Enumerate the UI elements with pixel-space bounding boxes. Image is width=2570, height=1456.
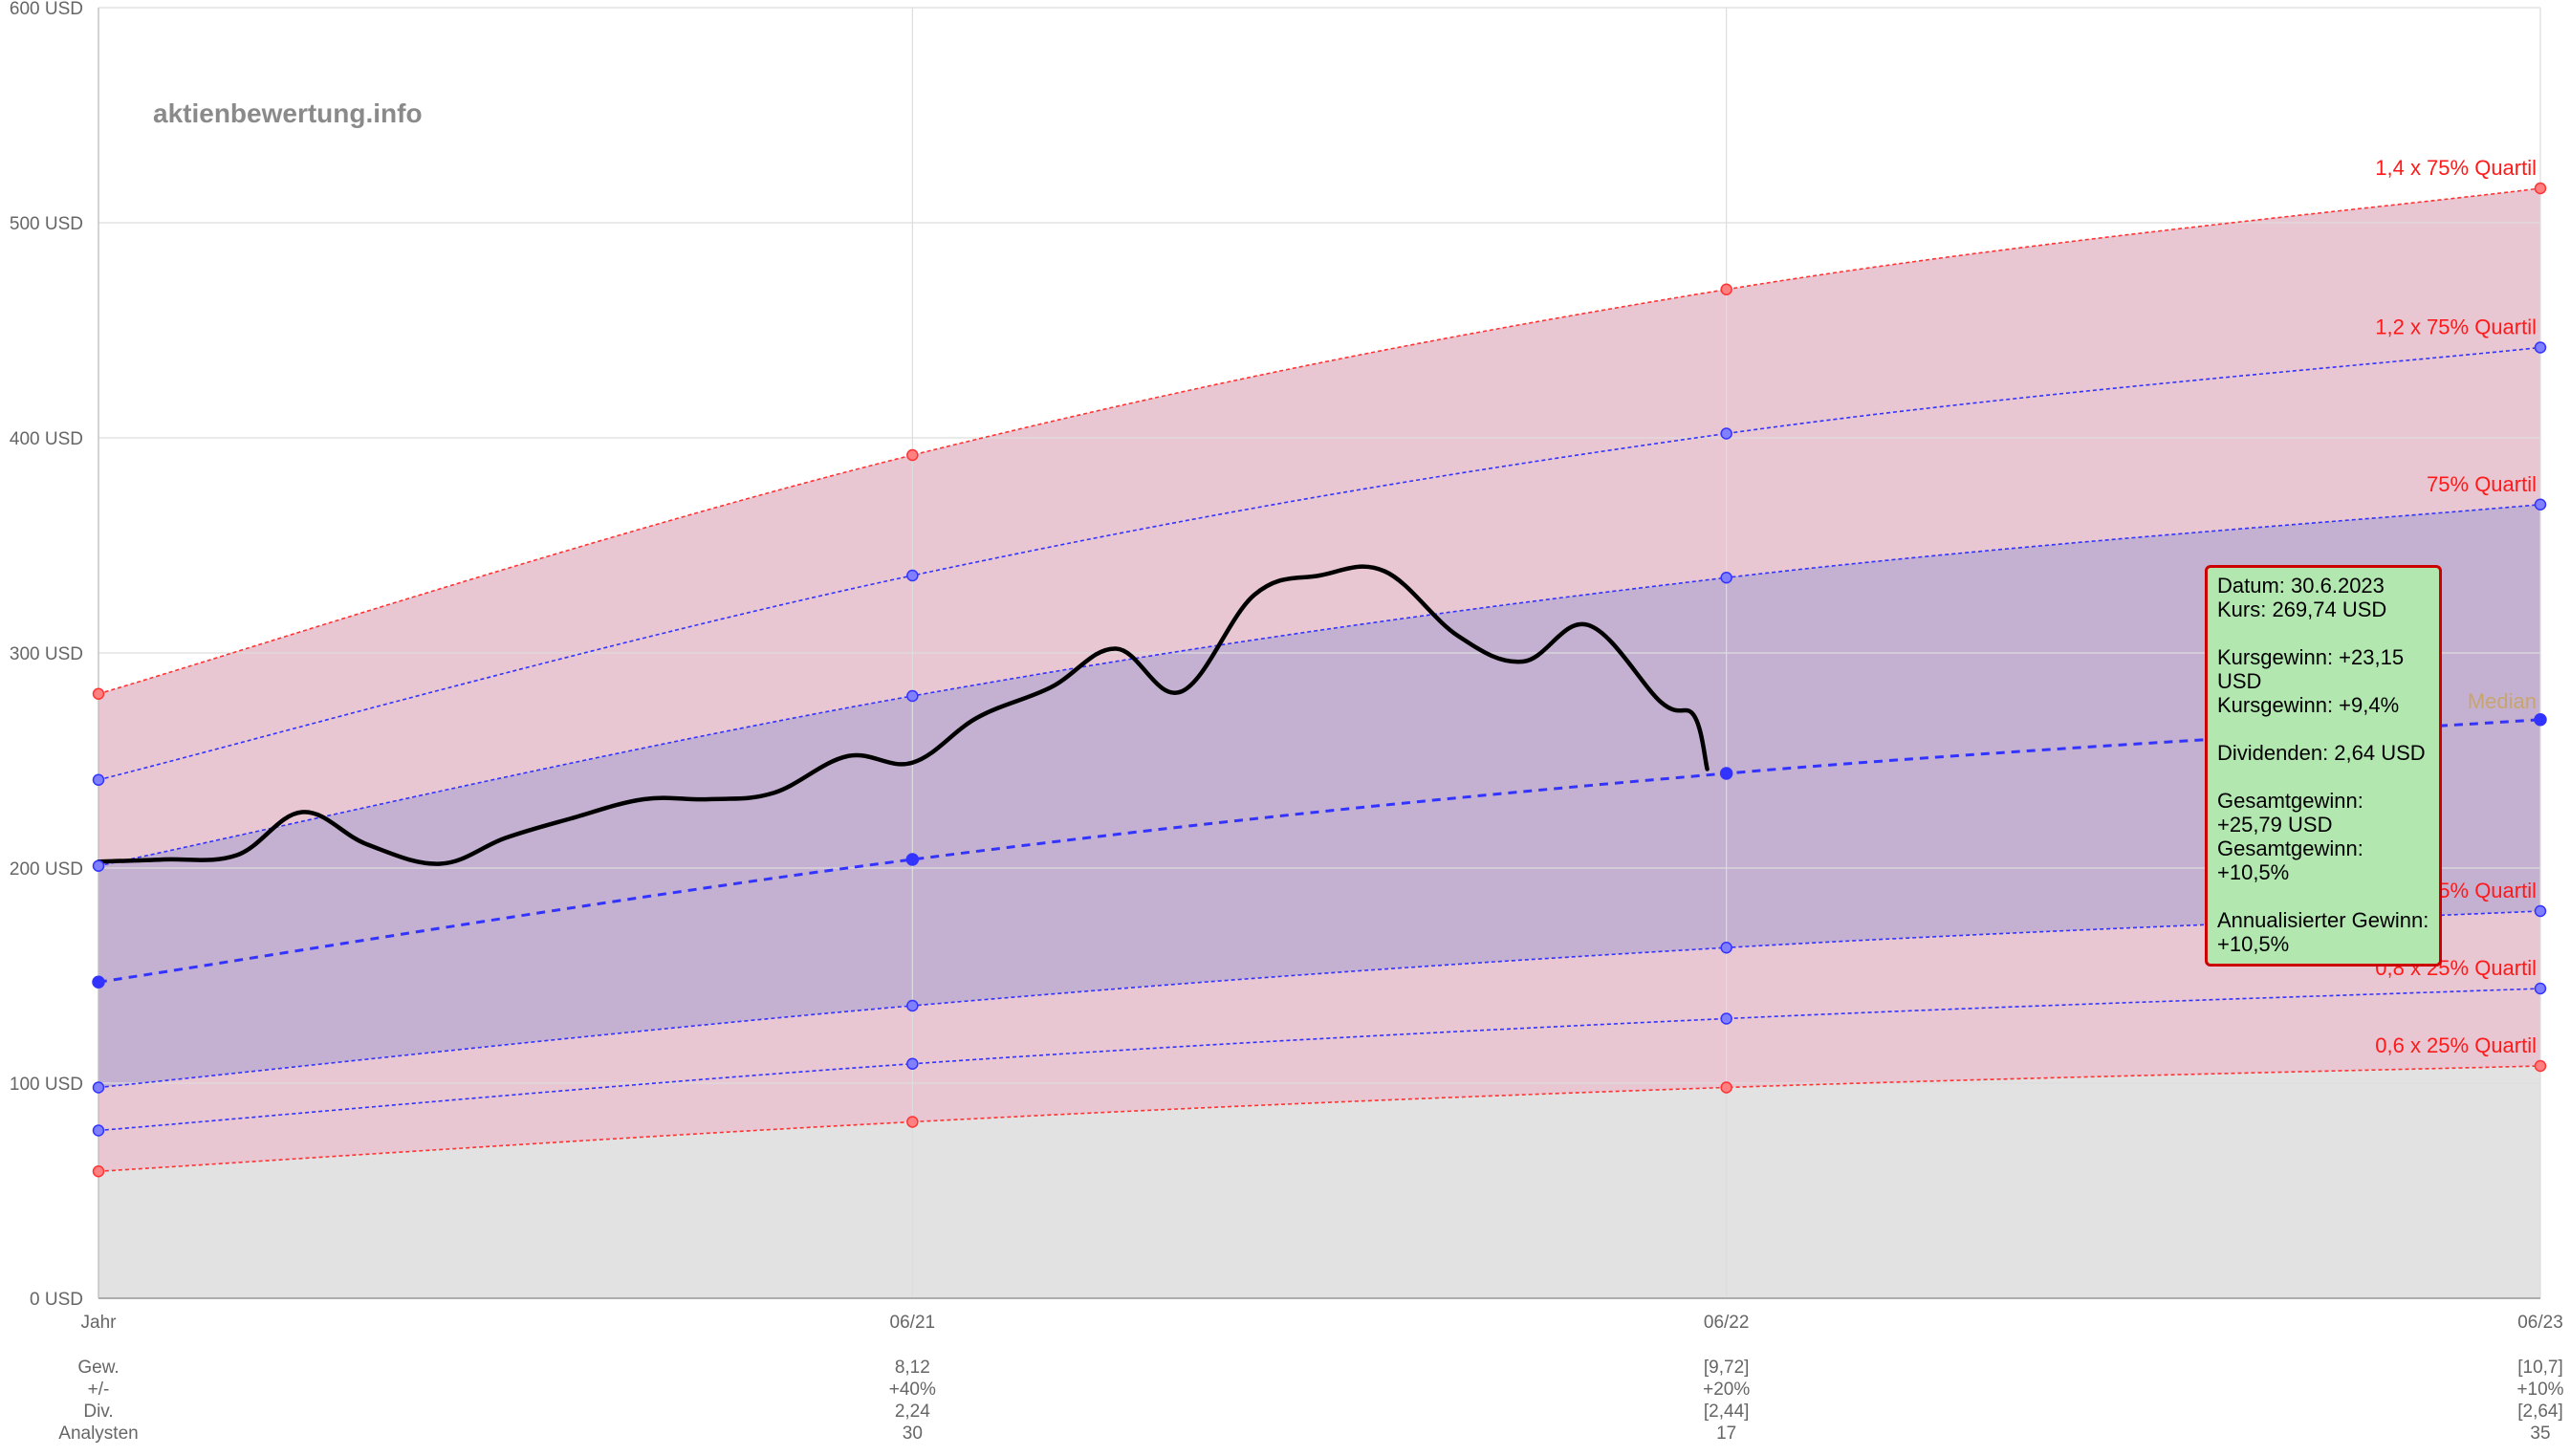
band-line [98, 187, 2541, 695]
band-point [92, 687, 105, 700]
x-tick-label: Jahr [81, 1313, 118, 1333]
band-label: 0,6 x 25% Quartil [2375, 1033, 2537, 1057]
band-point [92, 1081, 105, 1094]
tooltip-dividenden: Dividenden: 2,64 USD [2217, 741, 2426, 765]
band-point [1720, 1012, 1732, 1025]
y-tick-label: 400 USD [10, 429, 83, 449]
inner-quartile-band-area [98, 504, 2540, 1088]
band-point [1720, 572, 1732, 584]
tooltip-kursgewinn-pct: Kursgewinn: +9,4% [2217, 693, 2400, 717]
tooltip-annualisiert: Annualisierter Gewinn: +10,5% [2217, 908, 2429, 956]
table-row-label: Div. [83, 1402, 113, 1422]
band-point [92, 773, 105, 786]
table-row-label: +/- [88, 1380, 110, 1400]
y-tick-label: 200 USD [10, 859, 83, 880]
band-point [1720, 427, 1732, 440]
band-line [98, 718, 2541, 984]
band-point [906, 1057, 919, 1070]
band-point [1720, 1081, 1732, 1094]
band-point [906, 689, 919, 703]
price-line [96, 564, 1710, 866]
table-cell: [2,64] [2517, 1402, 2563, 1422]
band-point [92, 975, 105, 989]
band-label: 25% Quartil [2427, 879, 2537, 902]
lower-outer-band-area [98, 911, 2540, 1172]
tooltip-kursgewinn-abs: Kursgewinn: +23,15 USD [2217, 645, 2405, 693]
table-cell: 2,24 [895, 1402, 930, 1422]
band-point [2534, 498, 2547, 511]
y-tick-label: 600 USD [10, 0, 83, 19]
band-point [2534, 904, 2547, 918]
band-label: Median [2468, 689, 2537, 713]
band-point [92, 859, 105, 872]
band-point [1720, 942, 1732, 954]
band-point [1720, 283, 1732, 295]
band-line [98, 503, 2541, 867]
band-point [92, 1124, 105, 1137]
table-cell: 17 [1716, 1423, 1736, 1444]
tooltip-datum: Datum: 30.6.2023 [2217, 574, 2385, 598]
band-line [98, 346, 2541, 781]
band-point [906, 999, 919, 1012]
band-line [98, 910, 2541, 1089]
band-label: 75% Quartil [2427, 472, 2537, 496]
y-tick-label: 500 USD [10, 214, 83, 234]
band-point [92, 1165, 105, 1178]
tooltip-kurs: Kurs: 269,74 USD [2217, 598, 2387, 621]
x-tick-label: 06/23 [2517, 1313, 2563, 1333]
tooltip-gesamtgewinn-abs: Gesamtgewinn: +25,79 USD [2217, 789, 2363, 837]
below-band-area [98, 1066, 2540, 1298]
tooltip-gesamtgewinn-pct: Gesamtgewinn: +10,5% [2217, 837, 2363, 884]
band-point [2534, 341, 2547, 354]
band-label: 1,4 x 75% Quartil [2375, 156, 2537, 180]
table-cell: +40% [889, 1380, 936, 1400]
band-point [906, 1116, 919, 1128]
table-row-label: Analysten [58, 1423, 138, 1444]
table-cell: [2,44] [1704, 1402, 1750, 1422]
x-tick-label: 06/21 [890, 1313, 936, 1333]
table-cell: +20% [1703, 1380, 1750, 1400]
table-row-label: Gew. [77, 1358, 119, 1378]
band-point [2534, 1059, 2547, 1073]
table-cell: +10% [2516, 1380, 2563, 1400]
y-tick-label: 300 USD [10, 644, 83, 664]
upper-outer-band-area [98, 188, 2540, 866]
band-point [1719, 767, 1733, 780]
table-cell: [10,7] [2517, 1358, 2563, 1378]
table-cell: 30 [903, 1423, 923, 1444]
table-cell: [9,72] [1704, 1358, 1750, 1378]
y-tick-label: 100 USD [10, 1075, 83, 1095]
watermark-logo: aktienbewertung.info [153, 98, 423, 128]
band-point [2534, 713, 2547, 727]
table-cell: 35 [2530, 1423, 2550, 1444]
data-tooltip: Datum: 30.6.2023 Kurs: 269,74 USD Kursge… [2205, 565, 2442, 967]
band-point [905, 853, 920, 866]
band-point [2534, 182, 2547, 195]
table-cell: 8,12 [895, 1358, 930, 1378]
y-tick-label: 0 USD [30, 1290, 83, 1310]
band-point [2534, 982, 2547, 995]
band-point [906, 448, 919, 462]
band-point [906, 569, 919, 582]
band-label: 1,2 x 75% Quartil [2375, 315, 2537, 339]
x-tick-label: 06/22 [1704, 1313, 1750, 1333]
